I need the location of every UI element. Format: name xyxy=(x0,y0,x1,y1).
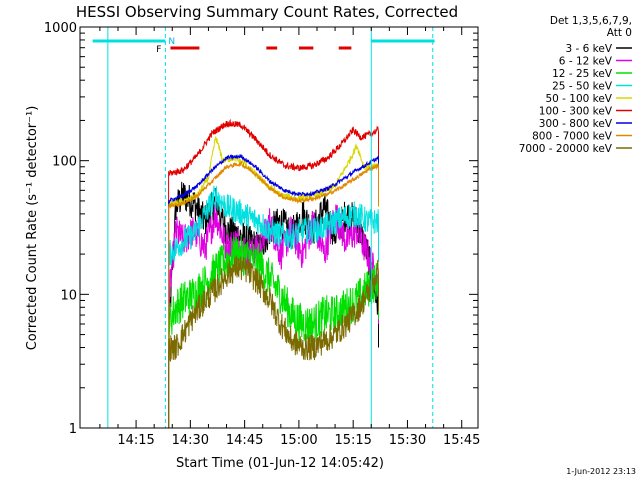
x-tick-label-5: 15:30 xyxy=(389,433,426,448)
series-line-7 xyxy=(168,160,379,428)
x-tick-label-0: 14:15 xyxy=(117,433,154,448)
flare-marker-label: F xyxy=(156,45,161,55)
legend-label-8: 7000 - 20000 keV xyxy=(519,143,613,155)
legend-header-0: Det 1,3,5,6,7,9, xyxy=(550,15,632,27)
legend-label-5: 100 - 300 keV xyxy=(539,106,613,118)
legend-label-3: 25 - 50 keV xyxy=(552,81,613,93)
chart-title: HESSI Observing Summary Count Rates, Cor… xyxy=(76,3,458,21)
plot-frame xyxy=(79,26,479,429)
series-layer xyxy=(168,118,379,428)
legend-label-0: 3 - 6 keV xyxy=(565,43,612,55)
x-tick-label-2: 14:45 xyxy=(226,433,263,448)
y-tick-label-3: 1000 xyxy=(44,21,77,36)
axis-layer: 14:15 14:30 14:45 15:00 15:15 15:30 15:45 1 10 10… xyxy=(44,21,481,448)
series-line-6 xyxy=(168,154,379,428)
x-tick-label-1: 14:30 xyxy=(172,433,209,448)
y-axis-label: Corrected Count Rate (s⁻¹ detector⁻¹) xyxy=(25,106,40,351)
legend-label-2: 12 - 25 keV xyxy=(552,68,613,80)
x-tick-label-4: 15:15 xyxy=(334,433,371,448)
series-line-5 xyxy=(168,118,379,428)
x-tick-label-6: 15:45 xyxy=(443,433,480,448)
series-line-2 xyxy=(168,235,379,428)
night-marker-label: N xyxy=(168,37,175,47)
marker-layer: FN xyxy=(92,27,435,428)
legend-header-1: Att 0 xyxy=(607,27,632,39)
legend-label-1: 6 - 12 keV xyxy=(559,56,613,68)
x-tick-label-3: 15:00 xyxy=(280,433,317,448)
legend-label-7: 800 - 7000 keV xyxy=(532,131,613,143)
legend-label-4: 50 - 100 keV xyxy=(545,93,612,105)
y-tick-label-0: 1 xyxy=(69,422,77,437)
x-axis-label: Start Time (01-Jun-12 14:05:42) xyxy=(176,456,384,471)
y-tick-label-1: 10 xyxy=(60,288,77,303)
legend-label-6: 300 - 800 keV xyxy=(539,118,613,130)
series-line-3 xyxy=(168,185,379,428)
series-line-8 xyxy=(168,255,379,428)
y-tick-label-2: 100 xyxy=(52,155,77,170)
timestamp: 1-Jun-2012 23:13 xyxy=(566,467,636,476)
